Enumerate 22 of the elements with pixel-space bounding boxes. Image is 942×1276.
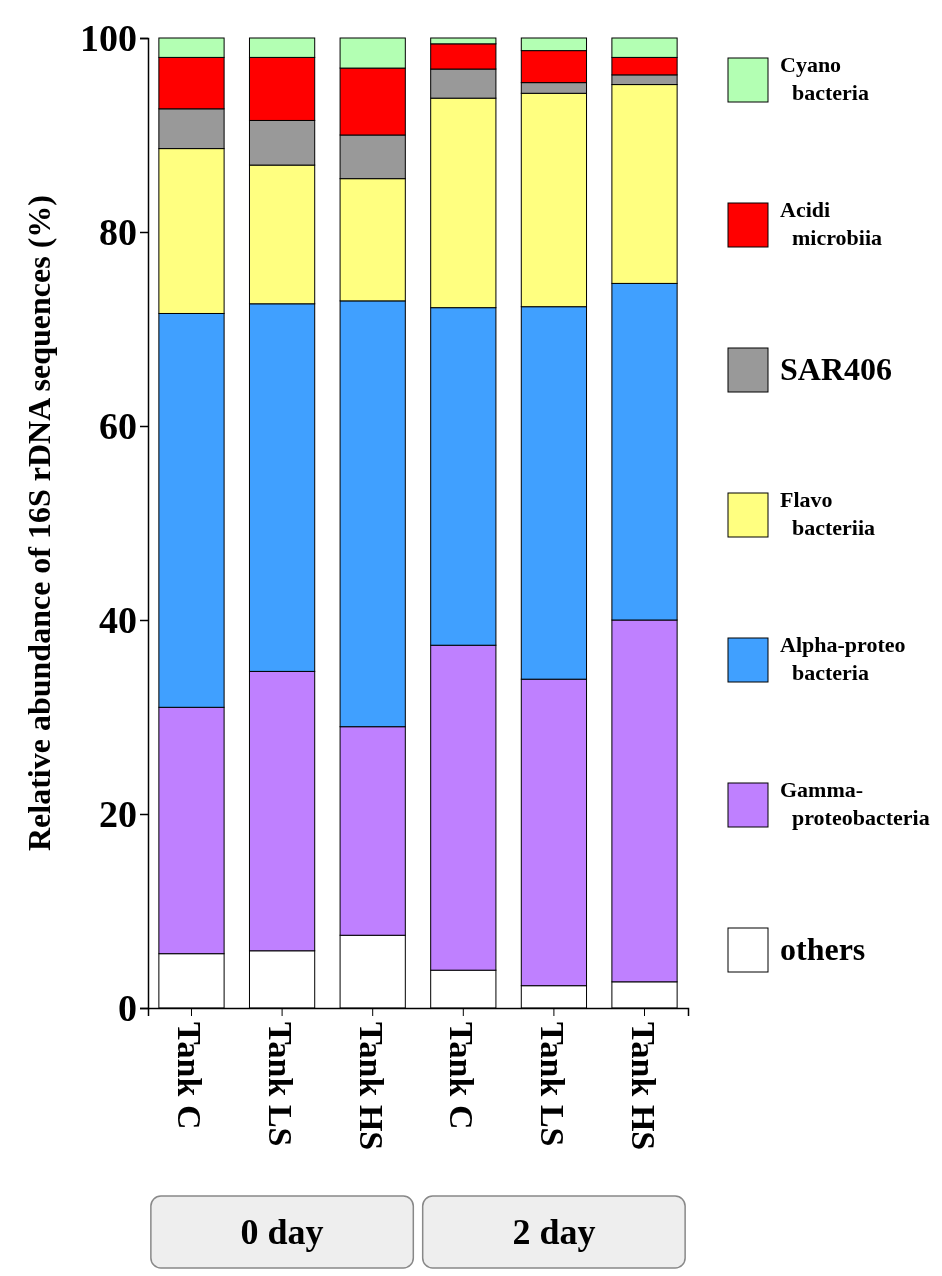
x-tick-label: Tank C xyxy=(443,1022,481,1130)
legend-label: others xyxy=(780,931,866,967)
y-tick-label: 40 xyxy=(99,598,137,641)
text: 0 day xyxy=(240,1212,324,1252)
legend-label: SAR406 xyxy=(780,351,893,387)
x-tick-label: Tank HS xyxy=(352,1022,390,1151)
y-tick-label: 20 xyxy=(99,792,137,835)
y-tick-label: 60 xyxy=(99,404,137,447)
x-tick-label: Tank HS xyxy=(624,1022,662,1151)
y-axis-title: Relative abundance of 16S rDNA sequences (%) xyxy=(21,195,57,851)
legend-label: Cyano bacteria xyxy=(780,52,869,105)
x-tick-label: Tank LS xyxy=(533,1022,571,1147)
x-tick-label: Tank LS xyxy=(262,1022,300,1147)
y-tick-label: 100 xyxy=(80,16,137,59)
legend-label: Acidi microbiia xyxy=(780,197,883,250)
legend-label: Gamma- proteobacteria xyxy=(780,777,930,830)
legend-label: Flavo bacteriia xyxy=(780,487,876,540)
y-tick-label: 0 xyxy=(118,986,137,1029)
x-tick-label: Tank C xyxy=(171,1022,209,1130)
legend-label: Alpha-proteo bacteria xyxy=(780,632,906,685)
y-tick-label: 80 xyxy=(99,210,137,253)
text: 2 day xyxy=(512,1212,596,1252)
